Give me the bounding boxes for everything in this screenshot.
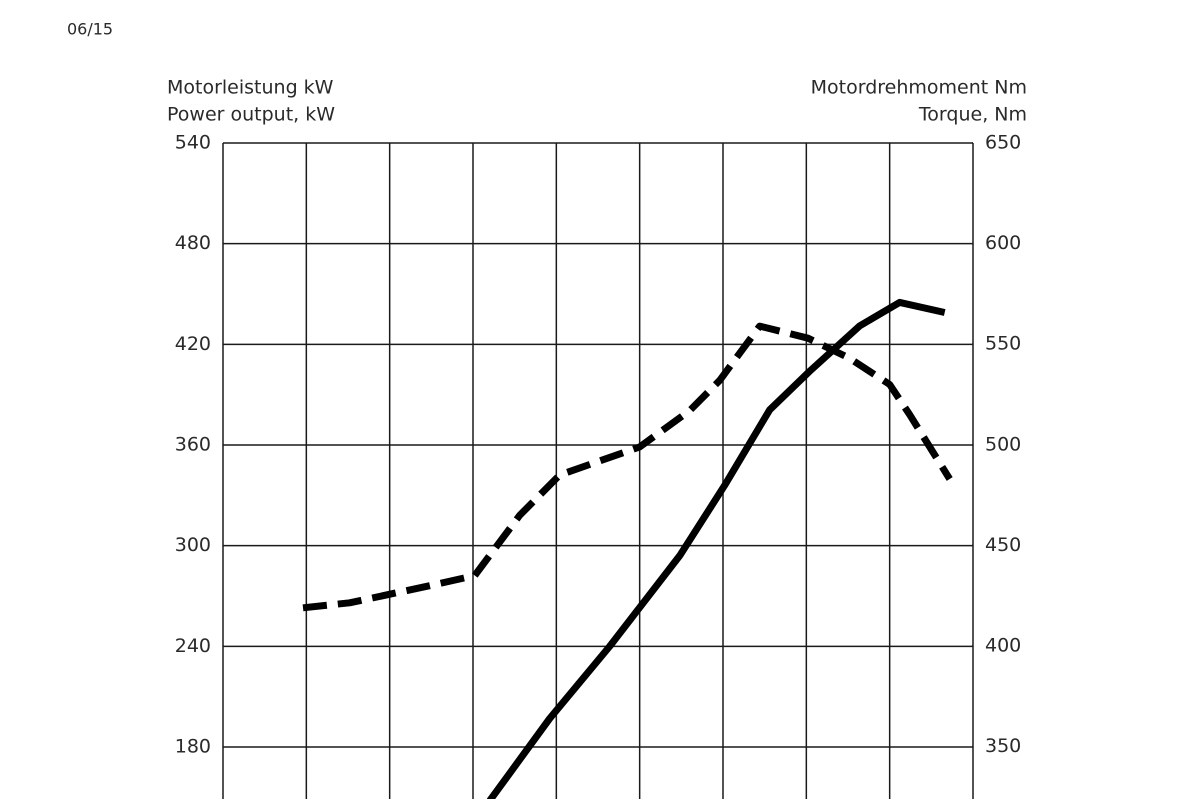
y2-axis-label: Torque, Nm: [918, 104, 1027, 126]
y2-tick-label: 650: [985, 132, 1021, 154]
line-series: [486, 298, 946, 799]
y-tick-label: 360: [175, 433, 211, 455]
y-tick-label: 480: [175, 232, 211, 254]
y2-tick-label: 400: [985, 635, 1021, 657]
y-axis-label: Motorleistung kW: [167, 77, 334, 99]
y2-tick-label: 550: [985, 333, 1021, 355]
date-note: 06/15: [67, 20, 113, 39]
plot-area: [302, 298, 953, 799]
y2-tick-label: 450: [985, 534, 1021, 556]
y-tick-label: 420: [175, 333, 211, 355]
line-series: [302, 322, 953, 612]
y2-axis-label: Motordrehmoment Nm: [811, 77, 1027, 99]
y2-tick-label: 350: [985, 735, 1021, 757]
y2-tick-label: 500: [985, 433, 1021, 455]
y-tick-label: 240: [175, 635, 211, 657]
y-axis-label: Power output, kW: [167, 104, 335, 126]
y-tick-label: 180: [175, 735, 211, 757]
y-tick-label: 540: [175, 132, 211, 154]
y-tick-label: 300: [175, 534, 211, 556]
y2-tick-label: 600: [985, 232, 1021, 254]
